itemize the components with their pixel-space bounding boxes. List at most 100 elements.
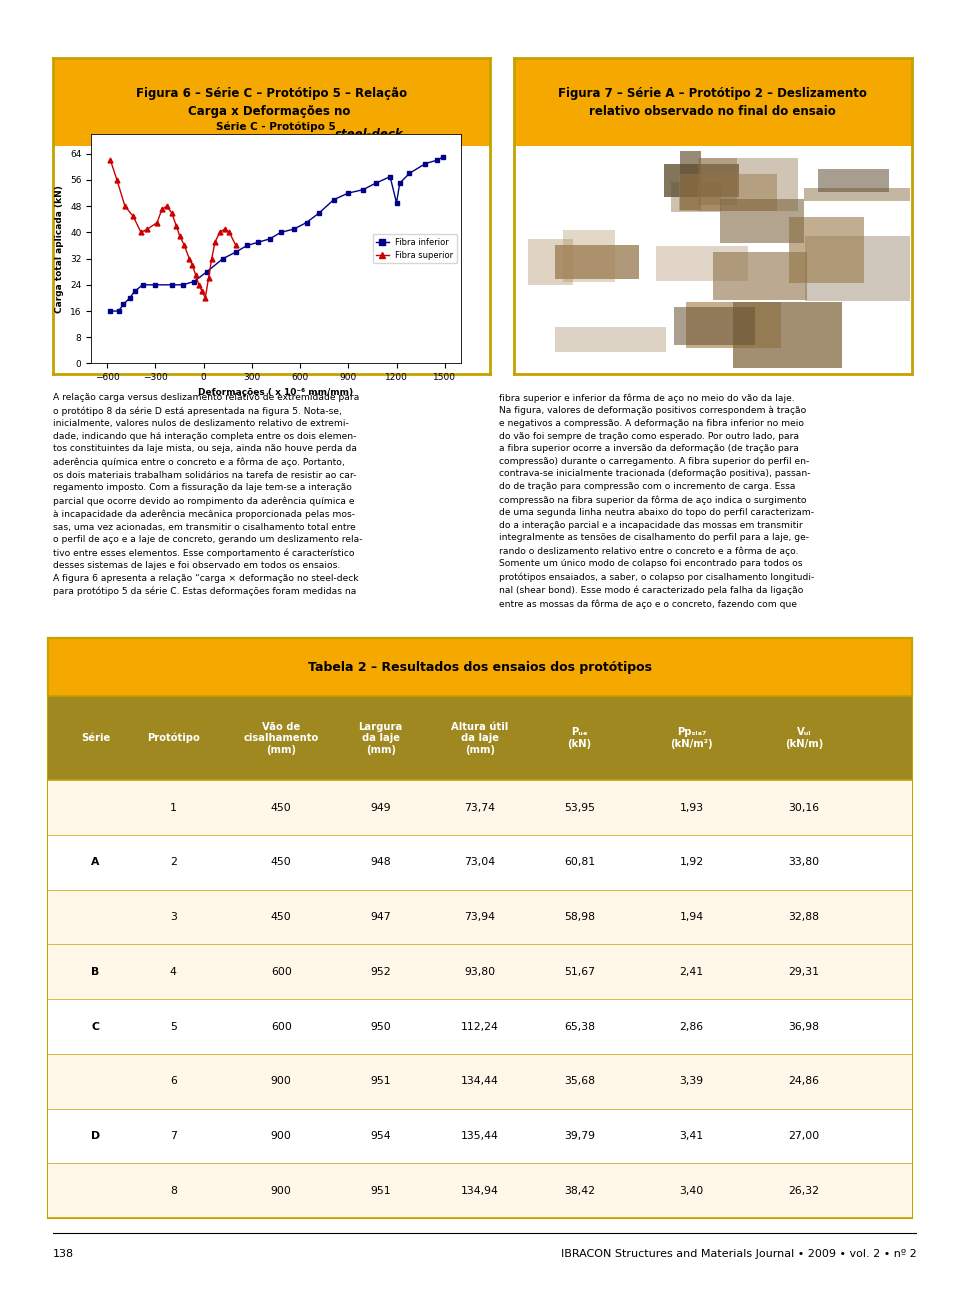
Bar [563,223,672,290]
Fibra inferior [252,235,264,250]
Y-axis label: Carga total aplicada (kN): Carga total aplicada (kN) [56,184,64,313]
Text: 3,40: 3,40 [680,1186,704,1196]
Text: 65,38: 65,38 [564,1021,595,1031]
Text: IBRACON Structures and Materials Journal • 2009 • vol. 2 • nº 2: IBRACON Structures and Materials Journal… [561,1249,917,1259]
Line: Fibra inferior: Fibra inferior [108,155,445,313]
Text: 39,79: 39,79 [564,1130,595,1141]
Bar [595,179,707,242]
Text: C: C [91,1021,100,1031]
Fibra superior [179,237,190,253]
Text: 8: 8 [170,1186,177,1196]
Text: 7: 7 [170,1130,177,1141]
Text: Altura útil
da laje
(mm): Altura útil da laje (mm) [451,722,509,755]
Fibra superior [161,199,173,214]
Text: 2: 2 [170,857,177,867]
Fibra inferior [217,251,228,267]
Text: A relação carga versus deslizamento relativo de extremidade para
o protótipo 8 d: A relação carga versus deslizamento rela… [53,393,362,597]
Text: 138: 138 [53,1249,74,1259]
Fibra inferior [431,152,443,168]
Fibra superior [200,290,211,305]
Fibra superior [174,228,185,244]
Text: 450: 450 [271,913,292,922]
Fibra inferior [129,284,140,299]
Fibra superior [203,271,214,286]
Text: 134,44: 134,44 [461,1076,499,1087]
Fibra inferior [357,182,369,197]
Text: D: D [91,1130,100,1141]
Text: 3,39: 3,39 [680,1076,704,1087]
Text: Comparative Study of Longitudinal Shear Design Criteria for Composite Slabs: Comparative Study of Longitudinal Shear … [223,15,737,28]
Text: B: B [91,967,100,977]
Fibra inferior [188,273,200,289]
Bar [523,335,588,351]
Fibra inferior [166,277,178,293]
Fibra inferior [105,303,116,318]
Fibra superior [190,267,202,282]
Bar [637,278,685,343]
Fibra inferior [202,264,213,280]
Fibra superior [135,224,147,240]
Text: 948: 948 [371,857,391,867]
Text: Figura 7 – Série A – Protótipo 2 – Deslizamento
relativo observado no final do e: Figura 7 – Série A – Protótipo 2 – Desli… [559,86,867,117]
Bar [647,159,683,200]
Text: 4: 4 [170,967,177,977]
Text: 29,31: 29,31 [788,967,820,977]
Fibra superior [111,173,123,188]
Fibra inferior [384,169,396,184]
Fibra superior [209,235,221,250]
Fibra superior [219,222,230,237]
Text: 27,00: 27,00 [788,1130,820,1141]
Fibra inferior [241,237,252,253]
Fibra inferior [370,175,381,191]
Text: 73,74: 73,74 [465,803,495,812]
Text: 954: 954 [371,1130,391,1141]
Fibra superior [119,199,131,214]
Fibra inferior [391,195,402,210]
Bar [804,192,897,249]
Text: 6: 6 [170,1076,177,1087]
Text: 2,41: 2,41 [680,967,704,977]
Text: 1,94: 1,94 [680,913,704,922]
Text: fibra superior e inferior da fôrma de aço no meio do vão da laje.
Na figura, val: fibra superior e inferior da fôrma de aç… [499,393,814,608]
Bar [642,231,721,251]
Text: 26,32: 26,32 [788,1186,820,1196]
Text: 5: 5 [170,1021,177,1031]
Fibra inferior [343,186,354,201]
Bar [48,1109,912,1164]
Text: 1,92: 1,92 [680,857,704,867]
Text: Ppₛₗₐ₇
(kN/m²): Ppₛₗₐ₇ (kN/m²) [670,727,713,749]
Bar [48,696,912,780]
Fibra superior [166,205,178,220]
Bar [681,151,784,196]
Title: Série C - Protótipo 5: Série C - Protótipo 5 [216,121,336,131]
Fibra inferior [300,215,312,231]
Fibra inferior [438,150,449,165]
FancyBboxPatch shape [53,58,490,147]
Fibra superior [105,152,116,168]
Text: 135,44: 135,44 [461,1130,499,1141]
Text: A: A [91,857,100,867]
Bar [732,151,814,218]
Fibra inferior [394,175,405,191]
Text: 900: 900 [271,1130,292,1141]
Fibra superior [197,284,208,299]
Text: Protótipo: Protótipo [147,733,200,744]
Fibra inferior [420,156,431,171]
Fibra superior [171,218,182,233]
Fibra superior [183,251,195,267]
Text: 35,68: 35,68 [564,1076,595,1087]
Bar [639,317,712,370]
Bar [787,155,900,217]
FancyBboxPatch shape [514,58,912,147]
Text: 51,67: 51,67 [564,967,595,977]
Bar [48,1164,912,1218]
Bar [48,638,912,696]
Fibra inferior [112,303,124,318]
Bar [48,835,912,889]
Bar [48,999,912,1054]
Fibra inferior [117,296,129,312]
Text: 450: 450 [271,857,292,867]
Text: 600: 600 [271,1021,292,1031]
Text: 951: 951 [371,1076,391,1087]
Fibra inferior [328,192,340,208]
